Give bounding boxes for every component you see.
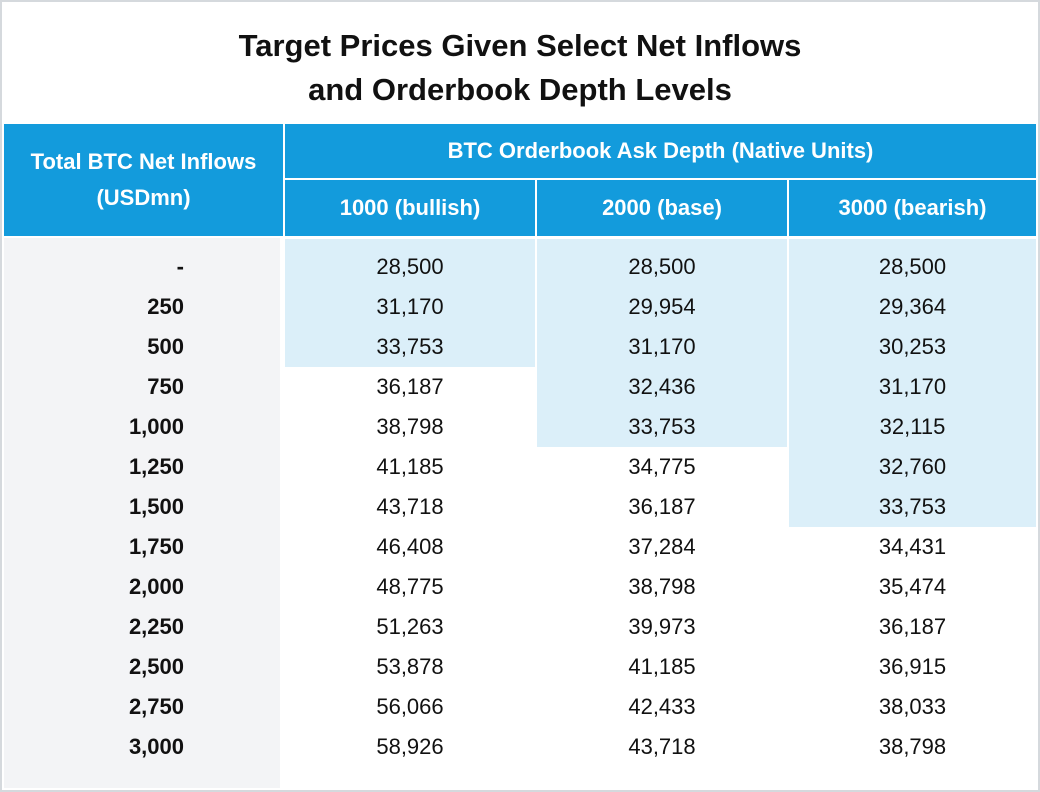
table-cell: 29,364	[878, 294, 947, 319]
column-header-base: 2000 (base)	[537, 180, 787, 236]
table-cell: 41,185	[628, 654, 696, 679]
table-cell: 29,954	[628, 294, 696, 319]
table-cell: 46,408	[376, 534, 444, 559]
table-cell: 28,500	[878, 254, 947, 279]
table-cell: 48,775	[376, 574, 444, 599]
row-label: 2,750	[128, 694, 184, 719]
table-cell: 42,433	[628, 694, 696, 719]
row-header: Total BTC Net Inflows (USDmn)	[4, 124, 283, 236]
table-cell: 36,187	[878, 614, 947, 639]
highlight-block	[285, 239, 535, 367]
table-cell: 34,431	[878, 534, 947, 559]
table-cell: 51,263	[376, 614, 444, 639]
table-cell: 38,798	[878, 734, 947, 759]
table-cell: 30,253	[878, 334, 947, 359]
row-label: 1,750	[128, 534, 184, 559]
column-group-header: BTC Orderbook Ask Depth (Native Units)	[285, 124, 1036, 178]
table-cell: 28,500	[628, 254, 696, 279]
table-cell: 33,753	[878, 494, 947, 519]
highlight-block	[537, 239, 787, 447]
table-cell: 32,115	[879, 414, 946, 439]
table-cell: 38,798	[376, 414, 444, 439]
table-cell: 32,436	[628, 374, 696, 399]
table-cell: 43,718	[628, 734, 696, 759]
table-cell: 36,187	[376, 374, 444, 399]
row-label: 250	[147, 294, 184, 319]
table-cell: 34,775	[628, 454, 696, 479]
row-label: 2,500	[128, 654, 184, 679]
column-header-bullish: 1000 (bullish)	[285, 180, 535, 236]
row-label: 1,000	[128, 414, 184, 439]
table-cell: 39,973	[628, 614, 696, 639]
table-cell: 56,066	[376, 694, 444, 719]
table-cell: 31,170	[376, 294, 444, 319]
table-cell: 33,753	[628, 414, 696, 439]
table-cell: 36,187	[628, 494, 696, 519]
title-line-1: Target Prices Given Select Net Inflows	[238, 28, 802, 63]
table-cell: 37,284	[628, 534, 696, 559]
table-cell: 36,915	[878, 654, 947, 679]
row-label: 3,000	[128, 734, 184, 759]
column-header-bearish: 3000 (bearish)	[789, 180, 1036, 236]
row-label: 500	[147, 334, 184, 359]
row-label: 1,250	[128, 454, 184, 479]
table-cell: 32,760	[878, 454, 947, 479]
table-cell: 38,033	[878, 694, 947, 719]
table-title: Target Prices Given Select Net Inflows a…	[0, 24, 1040, 112]
table-cell: 31,170	[878, 374, 947, 399]
row-label: 2,250	[128, 614, 184, 639]
highlight-block	[789, 239, 1036, 527]
table-cell: 41,185	[376, 454, 444, 479]
table-cell: 53,878	[376, 654, 444, 679]
title-line-2: and Orderbook Depth Levels	[308, 72, 732, 107]
table-cell: 28,500	[376, 254, 444, 279]
table-cell: 38,798	[628, 574, 696, 599]
table-cell: 33,753	[376, 334, 444, 359]
table-cell: 35,474	[878, 574, 947, 599]
row-label: -	[176, 254, 184, 279]
row-label-pane	[4, 238, 280, 788]
table-cell: 31,170	[628, 334, 696, 359]
row-label: 2,000	[128, 574, 184, 599]
row-label: 750	[147, 374, 184, 399]
row-label: 1,500	[128, 494, 184, 519]
table-cell: 58,926	[376, 734, 444, 759]
table-cell: 43,718	[376, 494, 444, 519]
